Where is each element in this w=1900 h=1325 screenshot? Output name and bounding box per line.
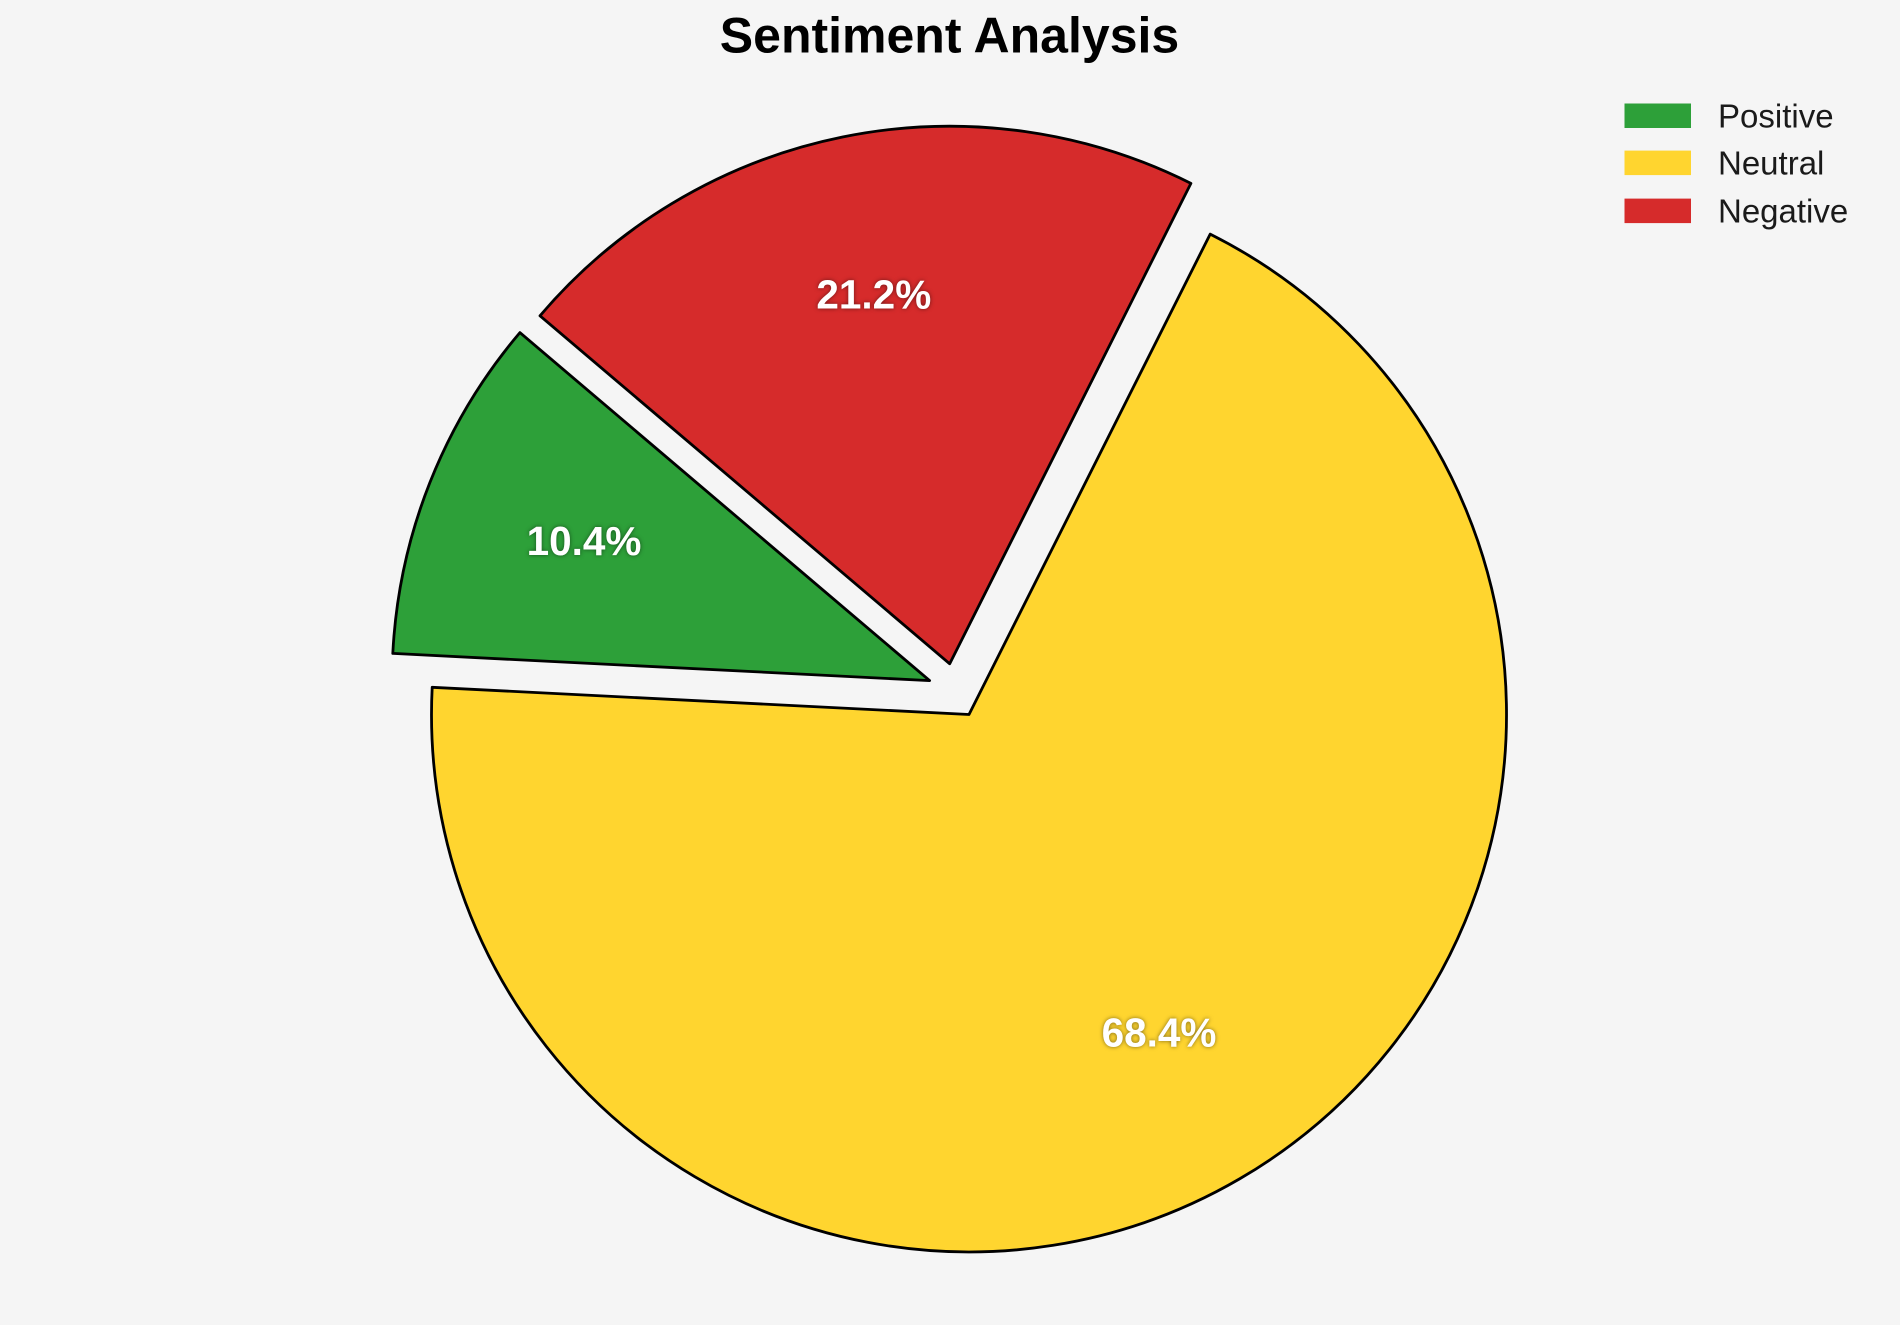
svg-text:68.4%: 68.4% bbox=[1102, 1010, 1217, 1056]
svg-text:Neutral: Neutral bbox=[1718, 145, 1824, 182]
svg-text:Positive: Positive bbox=[1718, 98, 1834, 135]
svg-text:10.4%: 10.4% bbox=[527, 518, 642, 564]
svg-text:21.2%: 21.2% bbox=[816, 272, 931, 318]
svg-text:Sentiment Analysis: Sentiment Analysis bbox=[720, 8, 1179, 64]
svg-text:Negative: Negative bbox=[1718, 193, 1848, 230]
